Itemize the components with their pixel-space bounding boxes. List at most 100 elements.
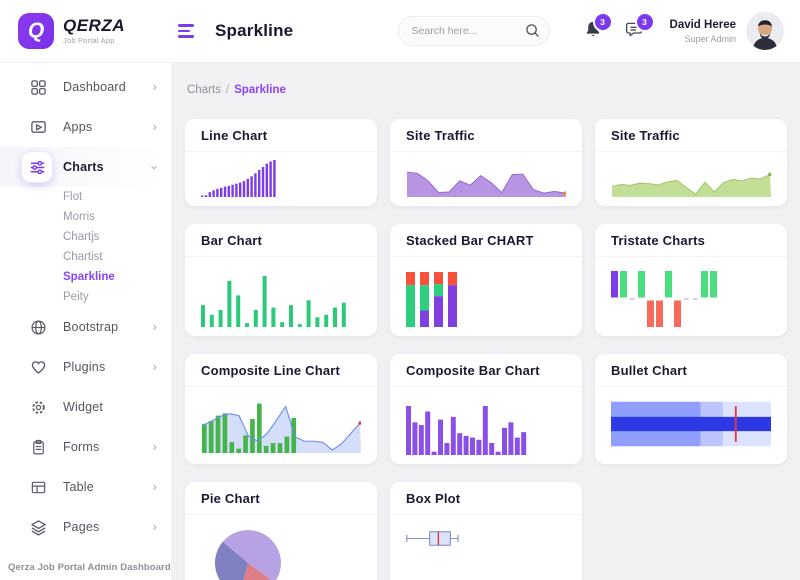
chart-card-tristate-charts: Tristate Charts [595, 224, 787, 336]
chart-card-site-traffic: Site Traffic [595, 119, 787, 206]
sidebar-item-table[interactable]: Table › [0, 467, 171, 507]
breadcrumb-parent[interactable]: Charts [187, 84, 221, 96]
sidebar-item-label: Forms [63, 440, 100, 454]
card-header: Bullet Chart [595, 354, 787, 387]
card-header: Bar Chart [185, 224, 377, 257]
card-title: Bar Chart [201, 233, 263, 248]
sidebar-item-pages[interactable]: Pages › [0, 507, 171, 547]
brand: Q QERZA Job Portal App [0, 13, 172, 49]
user-menu[interactable]: David Heree Super Admin [670, 19, 736, 44]
chevron-right-icon: › [152, 478, 157, 494]
chevron-right-icon: › [152, 438, 157, 454]
sidebar-item-label: Charts [63, 160, 104, 174]
area-sparkline-chart [406, 171, 566, 197]
breadcrumb-current[interactable]: Sparkline [234, 84, 286, 96]
card-header: Site Traffic [390, 119, 582, 152]
sidebar-item-label: Pages [63, 520, 100, 534]
page-title: Sparkline [215, 21, 294, 40]
sidebar-nav: Dashboard › Apps › Charts › Flot Morris Chartjs C… [0, 62, 171, 547]
card-title: Site Traffic [406, 128, 475, 143]
sidebar-subitem-peity[interactable]: Peity [63, 291, 89, 303]
charts-icon [22, 152, 52, 182]
search-input[interactable] [397, 16, 550, 46]
sidebar-item-apps[interactable]: Apps › [0, 107, 171, 147]
brand-logo-letter: Q [27, 19, 45, 42]
sidebar-item-charts[interactable]: Charts › [0, 147, 171, 187]
brand-logo[interactable]: Q [18, 13, 54, 49]
chart-card-site-traffic: Site Traffic [390, 119, 582, 206]
sidebar-item-forms[interactable]: Forms › [0, 427, 171, 467]
sidebar-subitem-sparkline[interactable]: Sparkline [63, 271, 115, 283]
main-content: Charts / Sparkline Line Chart Site Traffic S… [172, 62, 800, 580]
notifications-button[interactable]: 3 [580, 12, 613, 44]
sidebar-subitem-flot[interactable]: Flot [63, 191, 83, 203]
sidebar-item-plugins[interactable]: Plugins › [0, 347, 171, 387]
chevron-right-icon: › [152, 318, 157, 334]
table-icon [28, 477, 48, 497]
card-title: Box Plot [406, 491, 461, 506]
sidebar-subitem-chartist[interactable]: Chartist [63, 251, 103, 263]
chart-area [185, 515, 377, 580]
sidebar-subitem-morris[interactable]: Morris [63, 211, 95, 223]
search-icon[interactable] [525, 23, 540, 43]
chart-area [185, 257, 377, 336]
chart-area [595, 152, 787, 206]
chart-area [185, 152, 377, 206]
card-header: Composite Line Chart [185, 354, 377, 387]
avatar[interactable] [746, 12, 784, 50]
chart-card-bullet-chart: Bullet Chart [595, 354, 787, 464]
sidebar-subitem-chartjs[interactable]: Chartjs [63, 231, 100, 243]
chart-area [390, 387, 582, 464]
chart-area [185, 387, 377, 464]
chart-area [390, 257, 582, 336]
sidebar-item-widget[interactable]: Widget [0, 387, 171, 427]
boxplot-sparkline-chart [406, 531, 459, 546]
dashboard-icon [28, 77, 48, 97]
brand-text: QERZA Job Portal App [63, 17, 125, 45]
sidebar-item-label: Table [63, 480, 94, 494]
chart-card-box-plot: Box Plot [390, 482, 582, 580]
menu-toggle-icon[interactable] [178, 24, 202, 38]
card-title: Site Traffic [611, 128, 680, 143]
chevron-right-icon: › [152, 78, 157, 94]
card-title: Line Chart [201, 128, 268, 143]
plugins-icon [28, 357, 48, 377]
card-title: Stacked Bar CHART [406, 233, 534, 248]
breadcrumb-separator: / [225, 84, 230, 96]
brand-name: QERZA [63, 16, 125, 35]
pie-sparkline-chart [215, 530, 281, 580]
composite-sparkline-chart [201, 403, 361, 454]
pages-icon [28, 517, 48, 537]
chart-card-composite-line-chart: Composite Line Chart [185, 354, 377, 464]
sidebar-footer: Qerza Job Portal Admin Dashboard [8, 562, 171, 573]
card-title: Tristate Charts [611, 233, 706, 248]
chart-card-stacked-bar-chart: Stacked Bar CHART [390, 224, 582, 336]
bar-sparkline-chart [201, 276, 346, 327]
sidebar-item-label: Bootstrap [63, 320, 119, 334]
cards-grid: Line Chart Site Traffic Site Traffic Bar Ch… [185, 119, 787, 580]
card-header: Tristate Charts [595, 224, 787, 257]
bar-sparkline-chart [201, 160, 276, 197]
card-title: Pie Chart [201, 491, 260, 506]
messages-button[interactable]: 3 [622, 12, 655, 44]
chart-card-bar-chart: Bar Chart [185, 224, 377, 336]
stacked-sparkline-chart [406, 272, 457, 327]
chart-card-line-chart: Line Chart [185, 119, 377, 206]
sidebar-item-dashboard[interactable]: Dashboard › [0, 67, 171, 107]
sidebar-item-bootstrap[interactable]: Bootstrap › [0, 307, 171, 347]
brand-tagline: Job Portal App [63, 36, 115, 45]
card-header: Box Plot [390, 482, 582, 515]
apps-icon [28, 117, 48, 137]
chart-area [390, 515, 582, 580]
tristate-sparkline-chart [611, 271, 717, 327]
card-title: Composite Bar Chart [406, 363, 540, 378]
card-header: Pie Chart [185, 482, 377, 515]
area-sparkline-chart [611, 172, 771, 197]
widget-icon [28, 397, 48, 417]
topbar: Q QERZA Job Portal App Sparkline 3 3 [0, 0, 800, 63]
card-title: Bullet Chart [611, 363, 688, 378]
user-name: David Heree [669, 18, 736, 31]
chart-card-composite-bar-chart: Composite Bar Chart [390, 354, 582, 464]
sidebar-item-label: Apps [63, 120, 93, 134]
chart-card-pie-chart: Pie Chart [185, 482, 377, 580]
